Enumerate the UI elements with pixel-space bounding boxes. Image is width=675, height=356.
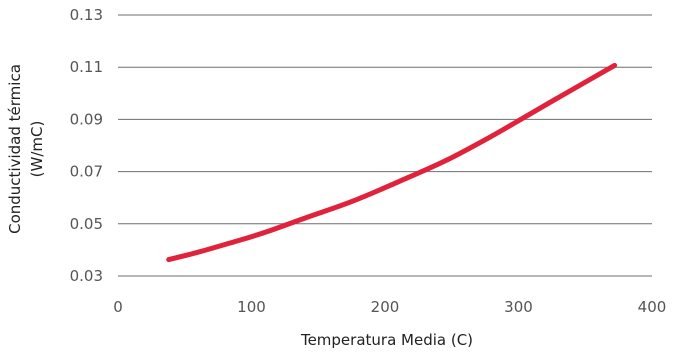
x-axis-ticks: 0 100 200 300 400 xyxy=(113,298,666,316)
y-tick-label: 0.07 xyxy=(70,163,103,181)
y-axis-label-line-1: Conductividad térmica xyxy=(6,64,24,234)
y-tick-label: 0.03 xyxy=(70,267,103,285)
x-tick-label: 200 xyxy=(371,298,400,316)
y-tick-label: 0.09 xyxy=(70,110,103,128)
y-axis-label-line-2: (W/mC) xyxy=(28,121,46,178)
gridlines xyxy=(118,14,652,277)
series-group xyxy=(166,62,618,263)
x-tick-label: 400 xyxy=(638,298,667,316)
x-tick-label: 300 xyxy=(504,298,533,316)
y-axis-label: Conductividad térmica (W/mC) xyxy=(6,64,46,234)
y-axis-ticks: 0.03 0.05 0.07 0.09 0.11 0.13 xyxy=(70,6,103,285)
y-tick-label: 0.11 xyxy=(70,58,103,76)
series-line xyxy=(166,62,618,263)
y-tick-label: 0.05 xyxy=(70,215,103,233)
x-axis-label: Temperatura Media (C) xyxy=(300,331,473,349)
x-tick-label: 100 xyxy=(237,298,266,316)
x-tick-label: 0 xyxy=(113,298,123,316)
y-tick-label: 0.13 xyxy=(70,6,103,24)
